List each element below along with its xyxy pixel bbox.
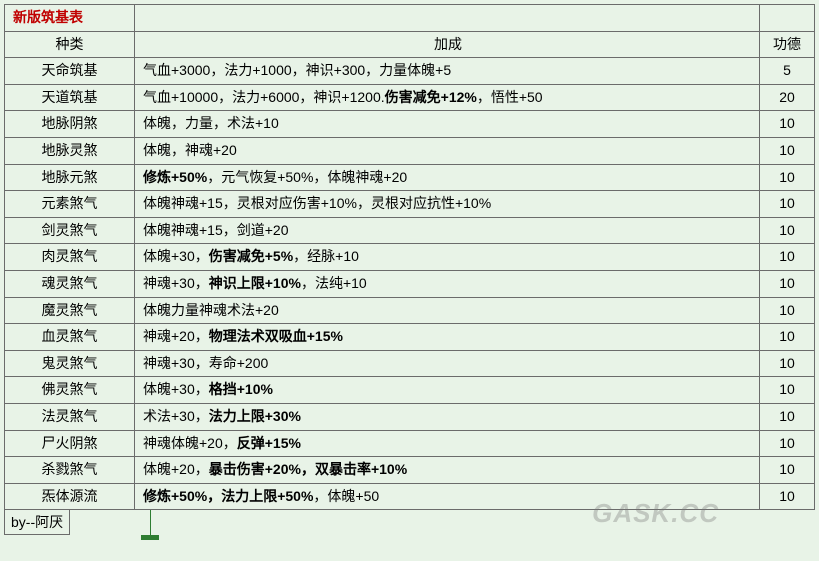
table-row: 杀戮煞气体魄+20，暴击伤害+20%，双暴击率+10%10 — [5, 457, 815, 484]
table-row: 肉灵煞气体魄+30，伤害减免+5%，经脉+1010 — [5, 244, 815, 271]
table-row: 魂灵煞气神魂+30，神识上限+10%，法纯+1010 — [5, 270, 815, 297]
cell-merit: 10 — [760, 297, 815, 324]
cell-type: 炁体源流 — [5, 483, 135, 510]
table-row: 尸火阴煞神魂体魄+20，反弹+15%10 — [5, 430, 815, 457]
cell-bonus: 体魄神魂+15，剑道+20 — [135, 217, 760, 244]
table-row: 法灵煞气术法+30，法力上限+30%10 — [5, 403, 815, 430]
empty-cell — [135, 5, 760, 32]
cell-merit: 10 — [760, 111, 815, 138]
cell-bonus: 神魂+30，神识上限+10%，法纯+10 — [135, 270, 760, 297]
cell-merit: 10 — [760, 191, 815, 218]
cell-type: 地脉阴煞 — [5, 111, 135, 138]
cell-type: 血灵煞气 — [5, 324, 135, 351]
cell-type: 地脉元煞 — [5, 164, 135, 191]
table-row: 剑灵煞气体魄神魂+15，剑道+2010 — [5, 217, 815, 244]
byline: by--阿厌 — [4, 509, 70, 535]
table-row: 鬼灵煞气神魂+30，寿命+20010 — [5, 350, 815, 377]
cell-merit: 10 — [760, 483, 815, 510]
table-row: 地脉灵煞体魄，神魂+2010 — [5, 137, 815, 164]
cell-type: 魂灵煞气 — [5, 270, 135, 297]
cell-merit: 10 — [760, 164, 815, 191]
cell-type: 剑灵煞气 — [5, 217, 135, 244]
header-row: 种类 加成 功德 — [5, 31, 815, 58]
cell-bonus: 体魄+20，暴击伤害+20%，双暴击率+10% — [135, 457, 760, 484]
cell-bonus: 气血+10000，法力+6000，神识+1200.伤害减免+12%，悟性+50 — [135, 84, 760, 111]
cell-merit: 10 — [760, 430, 815, 457]
zhuji-table: 新版筑基表 种类 加成 功德 天命筑基气血+3000，法力+1000，神识+30… — [4, 4, 815, 510]
cell-type: 地脉灵煞 — [5, 137, 135, 164]
cell-bonus: 体魄力量神魂术法+20 — [135, 297, 760, 324]
table-title: 新版筑基表 — [5, 5, 135, 32]
cell-bonus: 体魄，神魂+20 — [135, 137, 760, 164]
header-bonus: 加成 — [135, 31, 760, 58]
cell-bonus: 气血+3000，法力+1000，神识+300，力量体魄+5 — [135, 58, 760, 85]
table-row: 地脉阴煞体魄，力量，术法+1010 — [5, 111, 815, 138]
cell-merit: 10 — [760, 377, 815, 404]
cell-type: 天道筑基 — [5, 84, 135, 111]
cell-merit: 10 — [760, 403, 815, 430]
cell-type: 天命筑基 — [5, 58, 135, 85]
cell-type: 元素煞气 — [5, 191, 135, 218]
cell-merit: 10 — [760, 324, 815, 351]
cell-bonus: 修炼+50%，元气恢复+50%，体魄神魂+20 — [135, 164, 760, 191]
title-row: 新版筑基表 — [5, 5, 815, 32]
edit-cursor-tab — [141, 535, 159, 540]
cell-merit: 10 — [760, 244, 815, 271]
cell-merit: 10 — [760, 270, 815, 297]
cell-type: 魔灵煞气 — [5, 297, 135, 324]
cell-merit: 20 — [760, 84, 815, 111]
table-row: 天道筑基气血+10000，法力+6000，神识+1200.伤害减免+12%，悟性… — [5, 84, 815, 111]
cell-type: 法灵煞气 — [5, 403, 135, 430]
cell-type: 尸火阴煞 — [5, 430, 135, 457]
cell-bonus: 神魂+20，物理法术双吸血+15% — [135, 324, 760, 351]
table-row: 元素煞气体魄神魂+15，灵根对应伤害+10%，灵根对应抗性+10%10 — [5, 191, 815, 218]
cell-bonus: 术法+30，法力上限+30% — [135, 403, 760, 430]
cell-merit: 10 — [760, 457, 815, 484]
cell-bonus: 体魄神魂+15，灵根对应伤害+10%，灵根对应抗性+10% — [135, 191, 760, 218]
table-row: 魔灵煞气体魄力量神魂术法+2010 — [5, 297, 815, 324]
header-merit: 功德 — [760, 31, 815, 58]
cell-merit: 5 — [760, 58, 815, 85]
empty-cell — [760, 5, 815, 32]
cell-bonus: 体魄+30，格挡+10% — [135, 377, 760, 404]
cell-bonus: 神魂+30，寿命+200 — [135, 350, 760, 377]
cell-bonus: 修炼+50%，法力上限+50%，体魄+50 — [135, 483, 760, 510]
table-row: 天命筑基气血+3000，法力+1000，神识+300，力量体魄+55 — [5, 58, 815, 85]
cell-type: 杀戮煞气 — [5, 457, 135, 484]
cell-type: 佛灵煞气 — [5, 377, 135, 404]
cell-type: 鬼灵煞气 — [5, 350, 135, 377]
cell-merit: 10 — [760, 137, 815, 164]
table-row: 地脉元煞修炼+50%，元气恢复+50%，体魄神魂+2010 — [5, 164, 815, 191]
cell-merit: 10 — [760, 217, 815, 244]
table-row: 血灵煞气神魂+20，物理法术双吸血+15%10 — [5, 324, 815, 351]
cell-type: 肉灵煞气 — [5, 244, 135, 271]
header-type: 种类 — [5, 31, 135, 58]
cell-bonus: 体魄，力量，术法+10 — [135, 111, 760, 138]
table-row: 佛灵煞气体魄+30，格挡+10%10 — [5, 377, 815, 404]
cell-bonus: 神魂体魄+20，反弹+15% — [135, 430, 760, 457]
table-row: 炁体源流修炼+50%，法力上限+50%，体魄+5010 — [5, 483, 815, 510]
cell-bonus: 体魄+30，伤害减免+5%，经脉+10 — [135, 244, 760, 271]
cell-merit: 10 — [760, 350, 815, 377]
edit-cursor — [150, 510, 151, 535]
